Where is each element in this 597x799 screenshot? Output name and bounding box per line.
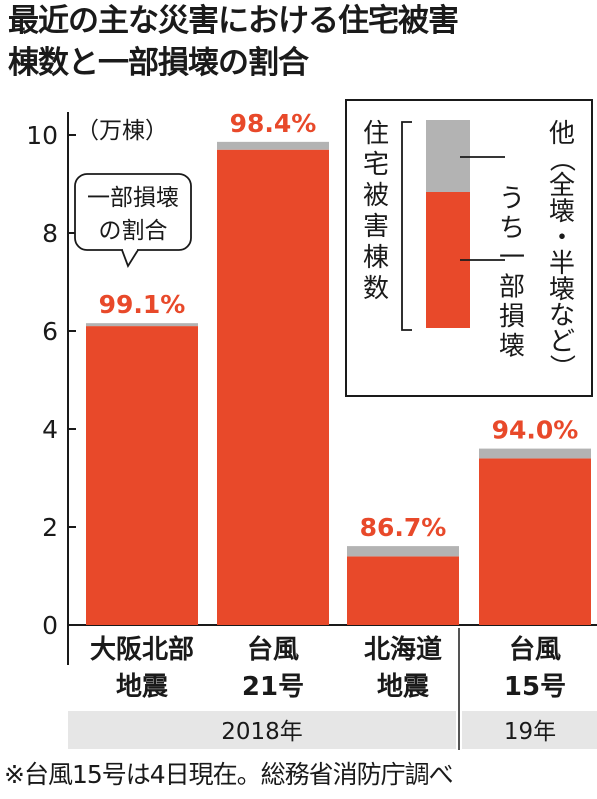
svg-text:全: 全	[549, 171, 575, 201]
svg-text:部: 部	[499, 273, 525, 303]
bar-other-0	[86, 323, 198, 327]
svg-text:壊: 壊	[549, 275, 575, 305]
y-tick-label-10: 10	[26, 121, 58, 150]
bar-other-3	[479, 448, 591, 459]
category-label-3-line1: 台風	[509, 634, 561, 665]
data-label-2: 86.7%	[360, 513, 447, 542]
year-band-2018	[68, 711, 456, 749]
category-label-1-line2: 21号	[242, 672, 304, 702]
svg-text:う: う	[499, 184, 525, 214]
category-label-2-line1: 北海道	[364, 634, 442, 665]
category-label-0-line1: 大阪北部	[90, 635, 194, 665]
svg-text:ち: ち	[499, 214, 525, 244]
year-label-2018: 2018年	[221, 719, 303, 745]
year-band-19	[462, 711, 597, 749]
legend-swatch-other	[426, 120, 470, 192]
callout-pointer	[121, 249, 139, 269]
svg-text:半: 半	[549, 249, 575, 279]
y-tick-label-8: 8	[42, 219, 58, 248]
svg-text:（: （	[546, 146, 576, 172]
footnote: ※台風15号は4日現在。総務省消防庁調べ	[4, 760, 454, 789]
category-label-0-line2: 地震	[116, 672, 169, 702]
svg-text:な: な	[549, 301, 575, 331]
svg-text:他: 他	[549, 119, 575, 149]
y-tick-label-4: 4	[42, 415, 58, 444]
bar-partial-3	[479, 458, 591, 625]
svg-text:損: 損	[499, 302, 525, 332]
svg-text:数: 数	[363, 274, 389, 304]
bar-partial-0	[86, 326, 198, 625]
svg-text:壊: 壊	[549, 197, 575, 227]
svg-text:被: 被	[363, 181, 389, 211]
bar-partial-1	[217, 149, 329, 625]
category-label-1-line1: 台風	[247, 634, 299, 665]
y-tick-label-6: 6	[42, 317, 58, 346]
y-tick-label-2: 2	[42, 513, 58, 542]
data-label-3: 94.0%	[492, 416, 579, 445]
svg-text:棟: 棟	[363, 243, 389, 273]
category-label-2-line2: 地震	[377, 672, 430, 702]
y-unit-label: （万棟）	[76, 118, 168, 144]
svg-text:・: ・	[549, 223, 575, 253]
category-label-3-line2: 15号	[504, 672, 566, 702]
svg-text:一: 一	[499, 243, 525, 273]
bar-partial-2	[347, 556, 459, 625]
year-label-19: 19年	[504, 719, 556, 745]
y-tick-label-0: 0	[42, 611, 58, 640]
chart-title-line2: 棟数と一部損壊の割合	[8, 45, 309, 81]
svg-text:ど: ど	[549, 327, 575, 357]
data-label-1: 98.4%	[230, 109, 317, 138]
svg-text:）: ）	[546, 354, 576, 380]
svg-text:住: 住	[363, 119, 389, 149]
bar-other-1	[217, 141, 329, 150]
chart-title-line1: 最近の主な災害における住宅被害	[8, 3, 459, 39]
svg-text:害: 害	[363, 212, 389, 242]
data-label-0: 99.1%	[99, 290, 186, 319]
callout-line1: 一部損壊	[87, 185, 179, 211]
bar-other-2	[347, 546, 459, 557]
legend-bracket	[401, 121, 412, 331]
svg-text:壊: 壊	[499, 332, 525, 362]
callout-line2: の割合	[99, 218, 168, 244]
svg-text:宅: 宅	[363, 150, 389, 180]
